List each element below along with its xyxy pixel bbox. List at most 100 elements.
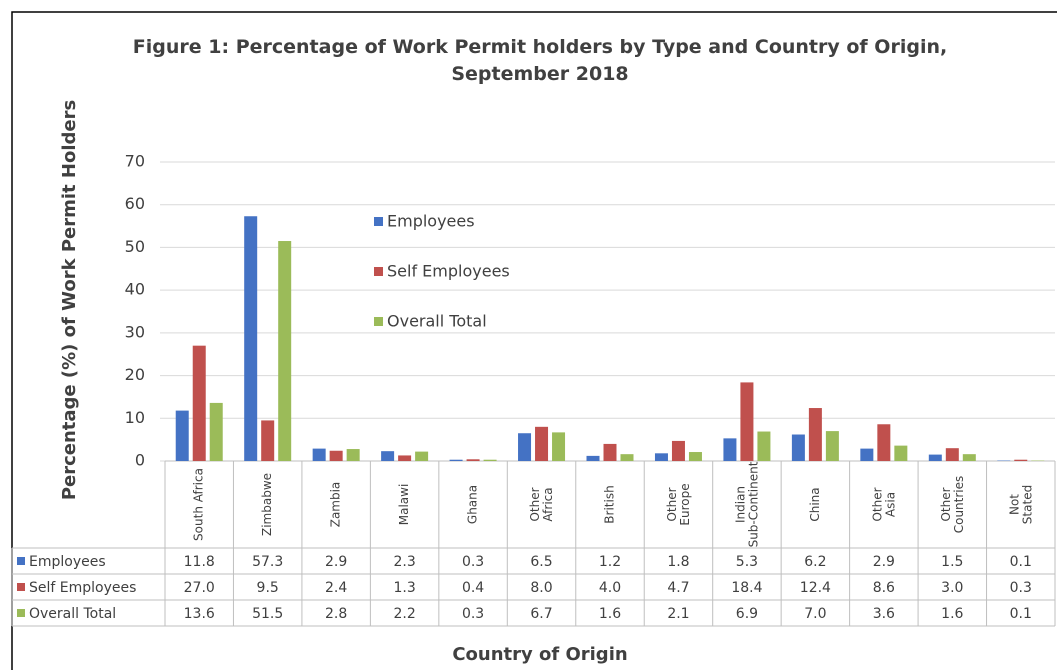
frame <box>11 11 1057 670</box>
bar <box>1014 459 1028 461</box>
x-tick-label: Malawi <box>397 484 411 526</box>
legend-swatch <box>374 267 383 276</box>
table-cell: 0.1 <box>1010 606 1032 622</box>
table-cell: 5.3 <box>736 554 758 570</box>
table-row-label: Employees <box>29 554 106 570</box>
x-tick-label: Ghana <box>466 485 480 524</box>
legend-swatch <box>374 317 383 326</box>
x-tick-label: NotStated <box>1007 485 1034 524</box>
bar <box>209 402 223 461</box>
table-cell: 12.4 <box>800 580 831 596</box>
bar <box>244 216 258 461</box>
x-tick-label: IndianSub-Continent <box>733 461 760 547</box>
table-cell: 6.5 <box>530 554 552 570</box>
table-cell: 1.2 <box>599 554 621 570</box>
table-cell: 0.3 <box>462 554 484 570</box>
table-cell: 2.3 <box>393 554 415 570</box>
table-legend-swatch <box>17 609 25 617</box>
bar <box>654 453 668 461</box>
bar <box>381 451 395 461</box>
table-cell: 6.9 <box>736 606 758 622</box>
table-cell: 2.8 <box>325 606 347 622</box>
table-cell: 1.5 <box>941 554 963 570</box>
bar <box>962 454 976 461</box>
table-cell: 0.3 <box>1010 580 1032 596</box>
table-cell: 4.0 <box>599 580 621 596</box>
chart-title: Figure 1: Percentage of Work Permit hold… <box>133 36 947 85</box>
bar <box>535 426 549 461</box>
x-tick-label: Zimbabwe <box>260 473 274 536</box>
bar <box>791 434 805 461</box>
bar <box>312 448 326 461</box>
bar <box>740 382 754 461</box>
bar <box>586 455 600 461</box>
bar <box>671 440 685 461</box>
y-tick-label: 10 <box>125 408 145 427</box>
legend-label: Self Employees <box>387 262 510 281</box>
bar <box>603 443 617 461</box>
bar <box>620 454 634 461</box>
x-tick-label: OtherAsia <box>870 487 897 521</box>
table-legend-swatch <box>17 583 25 591</box>
bar <box>415 451 429 461</box>
table-cell: 1.3 <box>393 580 415 596</box>
bar <box>466 459 480 461</box>
table-cell: 0.1 <box>1010 554 1032 570</box>
table-cell: 3.0 <box>941 580 963 596</box>
table-cell: 1.8 <box>667 554 689 570</box>
table-cell: 57.3 <box>252 554 283 570</box>
bar <box>552 432 566 461</box>
table-cell: 9.5 <box>257 580 279 596</box>
x-tick-label: OtherEurope <box>664 483 691 525</box>
legend-swatch <box>374 217 383 226</box>
table-row-label: Overall Total <box>29 606 116 622</box>
bar <box>278 241 292 461</box>
table-cell: 1.6 <box>599 606 621 622</box>
y-tick-label: 30 <box>125 322 145 341</box>
table-cell: 2.9 <box>325 554 347 570</box>
table-cell: 8.6 <box>873 580 895 596</box>
table-cell: 27.0 <box>184 580 215 596</box>
bar <box>825 431 839 461</box>
table-cell: 18.4 <box>731 580 762 596</box>
table-cell: 11.8 <box>184 554 215 570</box>
bar <box>723 438 737 461</box>
x-tick-label: British <box>603 485 617 523</box>
bar <box>329 450 343 461</box>
x-tick-label: Zambia <box>329 482 343 528</box>
x-tick-label: China <box>808 487 822 521</box>
table-cell: 8.0 <box>530 580 552 596</box>
y-tick-label: 70 <box>125 152 145 171</box>
bar <box>877 424 891 461</box>
bar <box>192 345 206 461</box>
bar <box>945 448 959 461</box>
bar <box>346 449 360 461</box>
y-tick-label: 0 <box>135 451 145 470</box>
table-cell: 1.6 <box>941 606 963 622</box>
y-tick-label: 40 <box>125 280 145 299</box>
bar <box>449 459 463 461</box>
bar <box>894 445 908 461</box>
table-cell: 6.2 <box>804 554 826 570</box>
table-cell: 2.2 <box>393 606 415 622</box>
table-cell: 2.4 <box>325 580 347 596</box>
table-row-label: Self Employees <box>29 580 136 596</box>
y-axis-title: Percentage (%) of Work Permit Holders <box>59 100 80 500</box>
table-cell: 6.7 <box>530 606 552 622</box>
y-tick-label: 60 <box>125 194 145 213</box>
x-axis-title: Country of Origin <box>452 644 627 665</box>
table-cell: 2.9 <box>873 554 895 570</box>
legend-label: Employees <box>387 212 475 231</box>
x-tick-label: OtherAfrica <box>528 487 555 521</box>
bar <box>688 452 702 461</box>
bar <box>483 459 497 461</box>
table-cell: 2.1 <box>667 606 689 622</box>
bar <box>398 455 412 461</box>
table-cell: 3.6 <box>873 606 895 622</box>
table-cell: 0.4 <box>462 580 484 596</box>
bar <box>808 408 822 461</box>
bar <box>757 431 771 461</box>
bar <box>928 454 942 461</box>
bar <box>518 433 532 461</box>
